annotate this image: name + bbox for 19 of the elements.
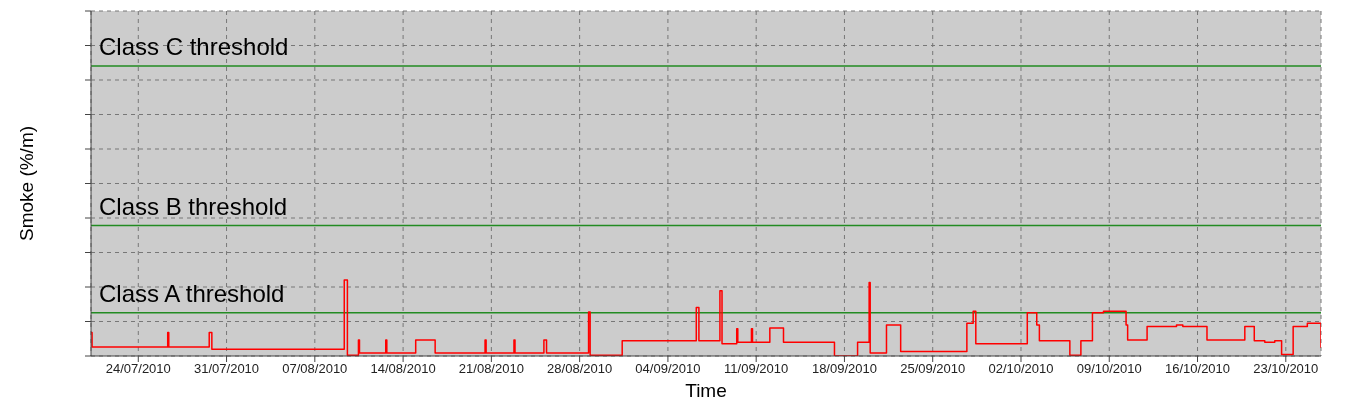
x-tick-label: 18/09/2010: [811, 361, 877, 377]
x-tick-label: 31/07/2010: [194, 361, 260, 377]
ref-line-label: Class C threshold: [99, 33, 289, 61]
x-tick-label: 02/10/2010: [988, 361, 1054, 377]
x-tick-label: 24/07/2010: [105, 361, 171, 377]
ref-line-label: Class B threshold: [99, 192, 288, 220]
x-tick-label: 09/10/2010: [1076, 361, 1142, 377]
x-tick-label: 04/09/2010: [635, 361, 701, 377]
x-tick-label: 16/10/2010: [1164, 361, 1231, 377]
x-tick-label: 11/09/2010: [724, 361, 789, 377]
x-tick-label: 25/09/2010: [900, 361, 966, 377]
ref-line-label: Class A threshold: [99, 279, 285, 307]
x-tick-label: 28/08/2010: [547, 361, 613, 377]
x-tick-label: 23/10/2010: [1253, 361, 1319, 377]
x-tick-label: 14/08/2010: [370, 361, 436, 377]
x-tick-label: 07/08/2010: [282, 361, 348, 377]
x-tick-label: 21/08/2010: [458, 361, 524, 377]
x-axis-title: Time: [685, 380, 727, 401]
y-axis-title: Smoke (%/m): [15, 125, 37, 242]
